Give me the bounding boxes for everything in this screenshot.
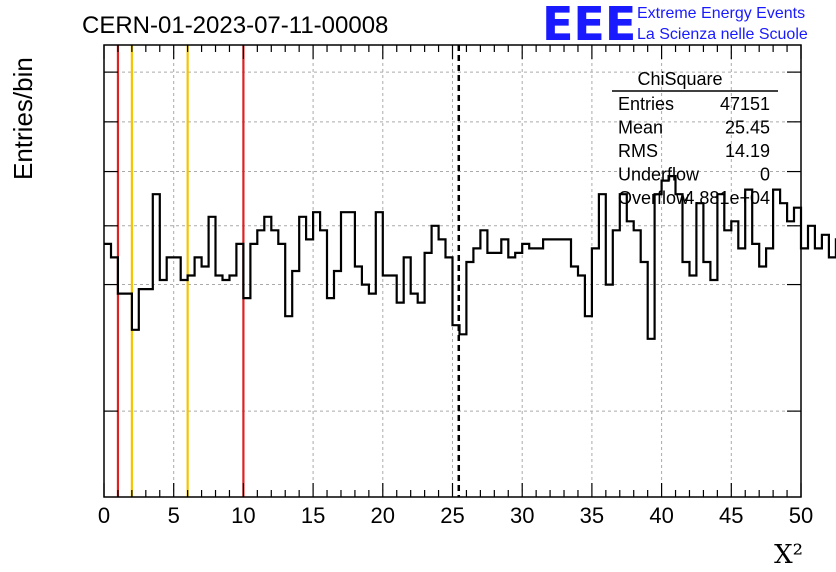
chart-title: CERN-01-2023-07-11-00008	[82, 12, 388, 39]
stats-label: Overflow	[618, 188, 690, 208]
x-axis-title: X²	[774, 540, 803, 570]
x-tick-label: 15	[301, 503, 325, 528]
stats-label: Entries	[618, 94, 674, 114]
logo-line-1: Extreme Energy Events	[637, 5, 805, 22]
stats-value: 0	[760, 165, 770, 185]
reference-lines	[116, 45, 461, 497]
logo-mark: EEE	[542, 0, 636, 51]
x-axis-ticks: 0 5 10 15 20 25 30 35 40 45 50	[98, 45, 813, 528]
x-tick-label: 40	[649, 503, 673, 528]
stats-value: 4.881e+04	[684, 188, 770, 208]
x-tick-label: 10	[231, 503, 255, 528]
logo-line-2: La Scienza nelle Scuole	[637, 26, 808, 43]
stats-value: 25.45	[725, 118, 770, 138]
stats-value: 47151	[720, 94, 770, 114]
x-tick-label: 20	[371, 503, 395, 528]
x-tick-label: 25	[440, 503, 464, 528]
x-tick-label: 30	[510, 503, 534, 528]
x-tick-label: 35	[580, 503, 604, 528]
histogram-series	[104, 175, 836, 340]
x-tick-label: 45	[719, 503, 743, 528]
y-axis-title: Entries/bin	[8, 57, 38, 180]
logo: EEE Extreme Energy Events La Scienza nel…	[542, 0, 808, 51]
stats-box-name: ChiSquare	[637, 69, 722, 89]
x-tick-label: 50	[789, 503, 813, 528]
y-axis-ticks	[104, 71, 801, 412]
stats-value: 14.19	[725, 141, 770, 161]
stats-box: ChiSquare Entries 47151 Mean 25.45 RMS 14.19 U…	[612, 69, 778, 208]
stats-label: Underflow	[618, 165, 700, 185]
x-tick-label: 0	[98, 503, 110, 528]
stats-label: Mean	[618, 118, 663, 138]
x-tick-label: 5	[168, 503, 180, 528]
stats-label: RMS	[618, 141, 658, 161]
